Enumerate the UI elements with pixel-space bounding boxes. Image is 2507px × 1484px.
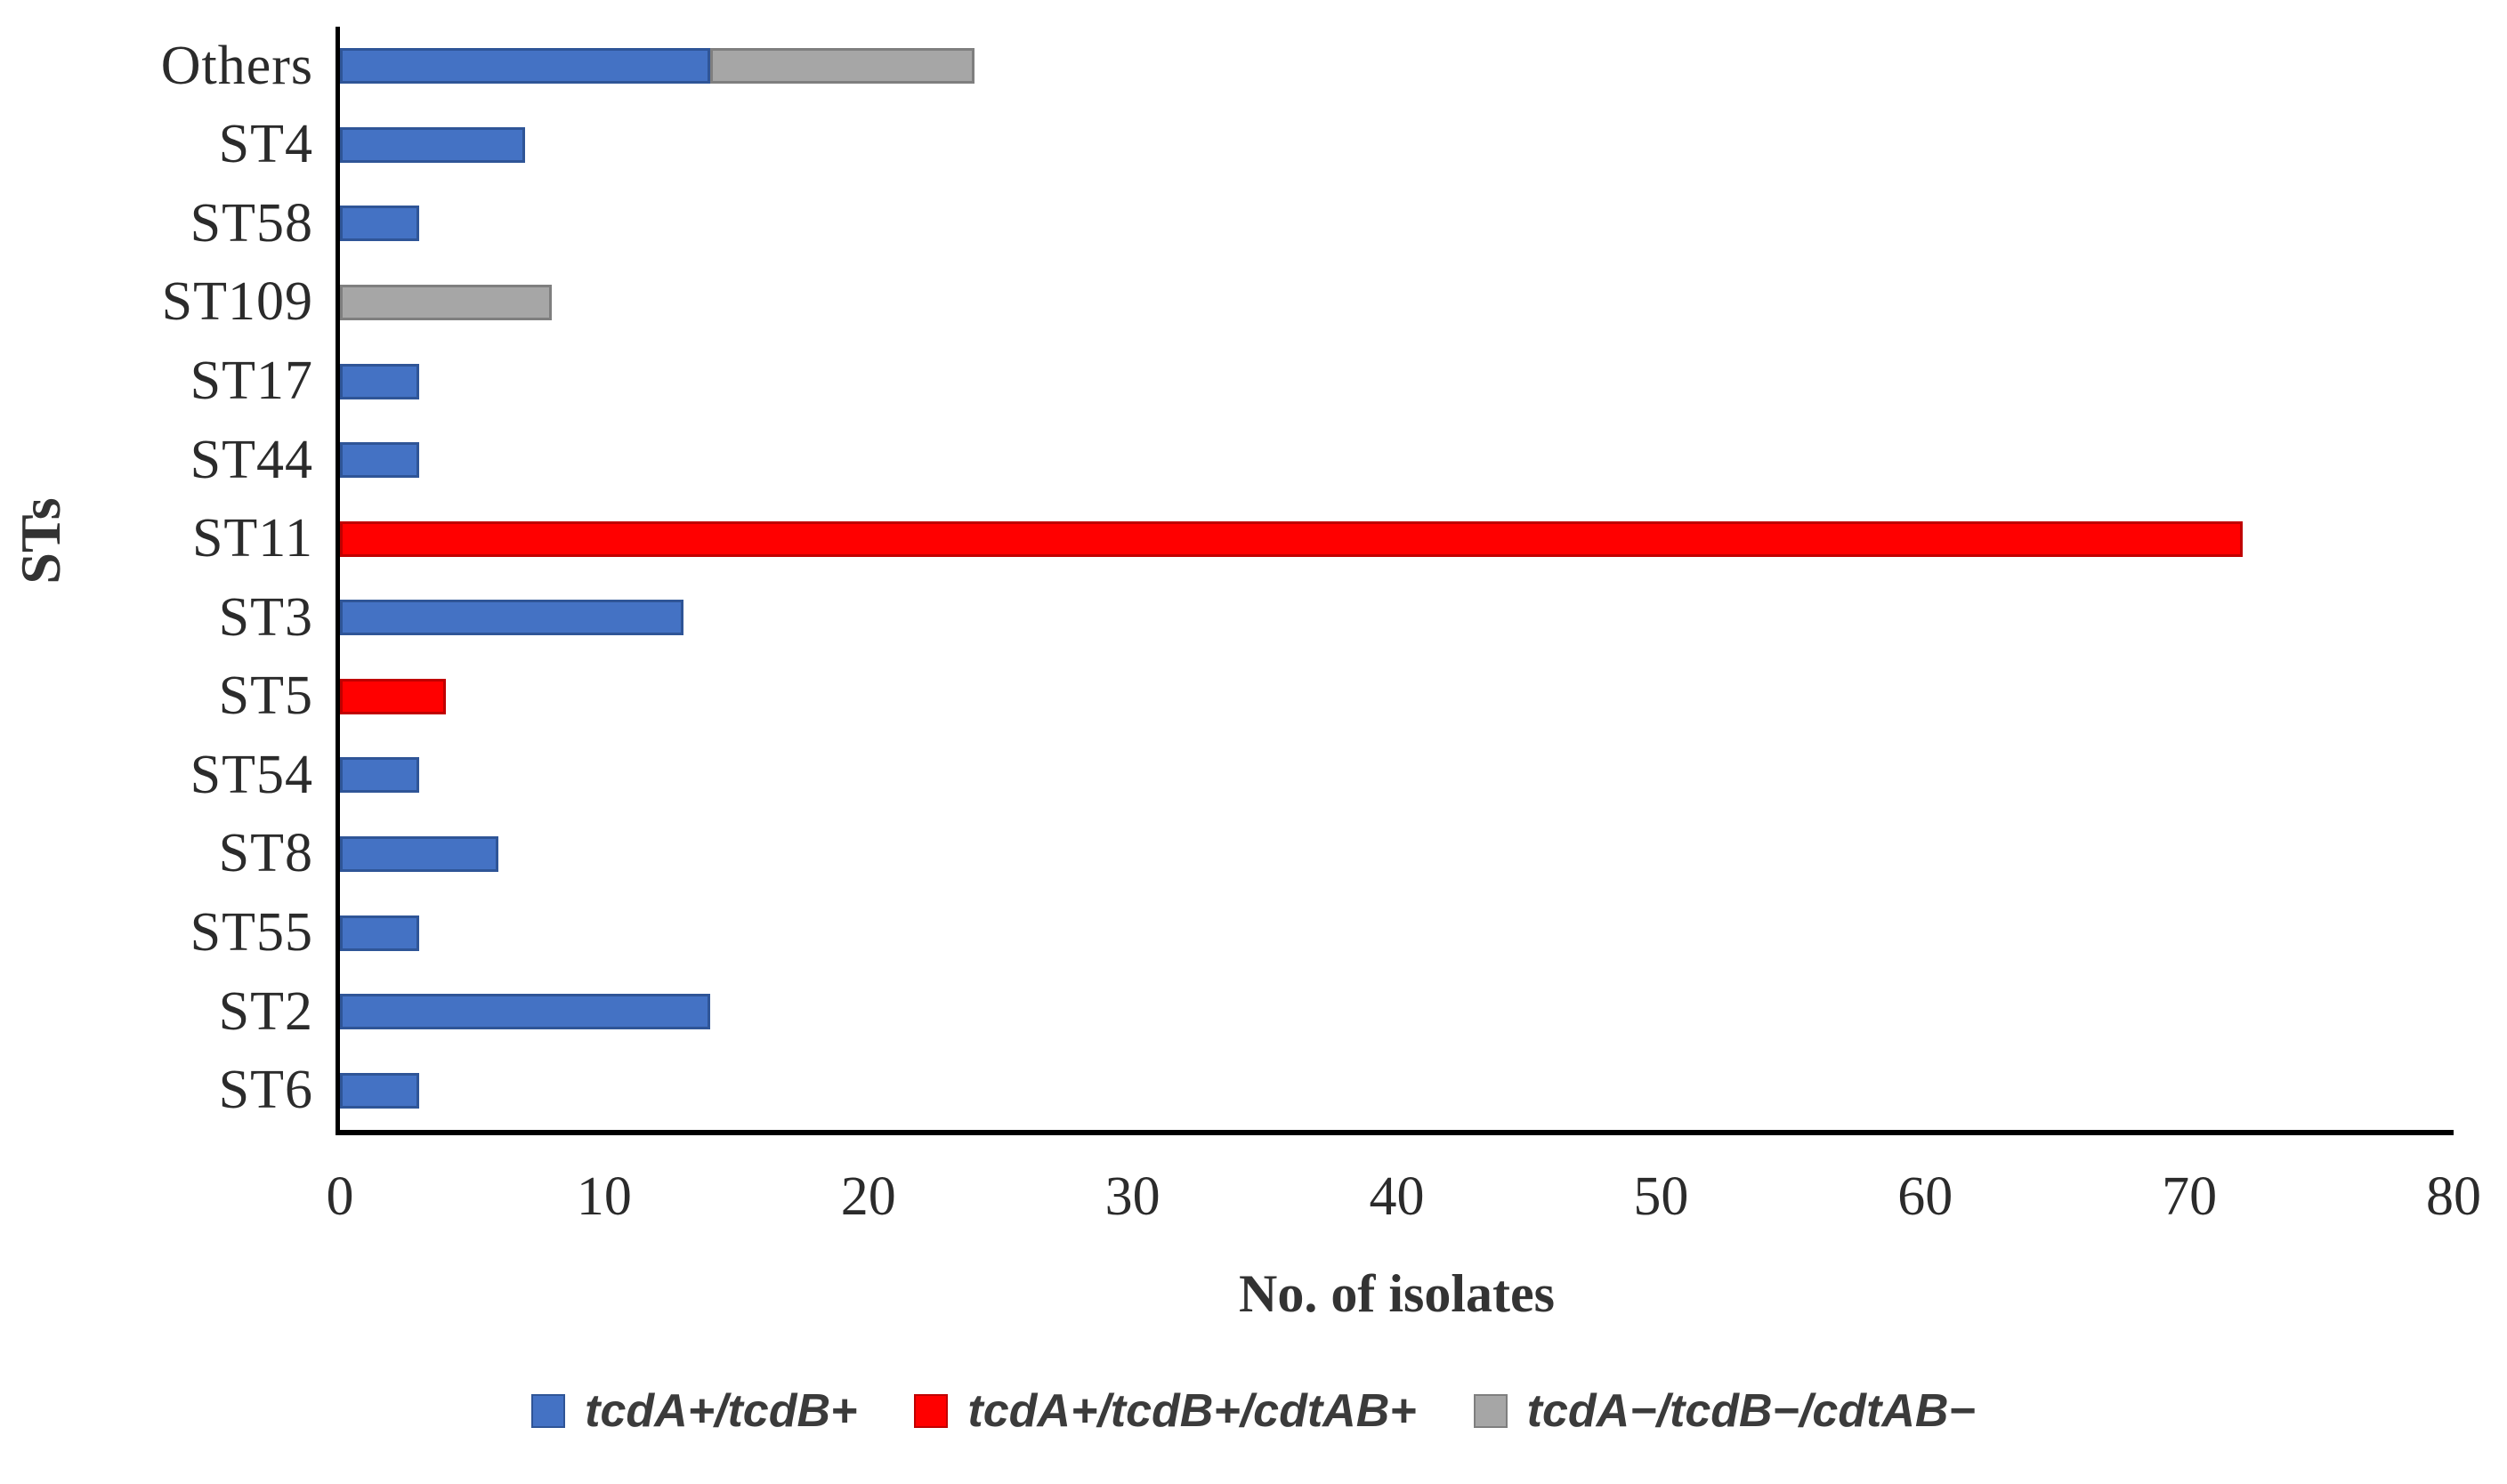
legend-label: tcdA+/tcdB+/cdtAB+ xyxy=(967,1385,1417,1437)
bar-row xyxy=(340,1051,2454,1130)
x-tick-label: 10 xyxy=(576,1166,632,1227)
x-axis-tick-labels: 0 10 20 30 40 50 60 70 80 xyxy=(0,1165,2507,1237)
category-label: ST8 xyxy=(218,823,313,884)
category-label: ST5 xyxy=(218,665,313,727)
x-tick-label: 80 xyxy=(2426,1166,2481,1227)
bar-row xyxy=(340,263,2454,343)
x-tick-label: 40 xyxy=(1369,1166,1425,1227)
bar-segment xyxy=(340,1072,420,1109)
category-label: ST54 xyxy=(190,744,313,805)
category-label: ST55 xyxy=(190,902,313,964)
bar-row xyxy=(340,657,2454,737)
category-label: ST3 xyxy=(218,586,313,648)
legend-label: tcdA−/tcdB−/cdtAB− xyxy=(1526,1385,1976,1437)
category-label: ST2 xyxy=(218,980,313,1042)
category-label: ST17 xyxy=(190,351,313,412)
bar-row xyxy=(340,972,2454,1052)
bar-row xyxy=(340,106,2454,185)
legend-item: tcdA+/tcdB+ xyxy=(531,1384,857,1438)
category-axis-labels: Others ST4 ST58 ST109 ST17 ST44 ST11 ST3 ST5 ST54… xyxy=(0,27,313,1130)
legend-item: tcdA−/tcdB−/cdtAB− xyxy=(1473,1384,1976,1438)
bar-segment xyxy=(340,442,420,479)
legend-swatch xyxy=(1473,1394,1508,1428)
legend-item: tcdA+/tcdB+/cdtAB+ xyxy=(914,1384,1417,1438)
bar-segment xyxy=(340,284,552,320)
x-tick-label: 60 xyxy=(1897,1166,1953,1227)
bar-segment xyxy=(340,600,683,636)
category-label: ST109 xyxy=(161,271,313,333)
x-tick-label: 20 xyxy=(840,1166,896,1227)
bar-row xyxy=(340,499,2454,578)
legend: tcdA+/tcdB+ tcdA+/tcdB+/cdtAB+ tcdA−/tcdB−… xyxy=(0,1384,2507,1438)
x-axis-title: No. of isolates xyxy=(1239,1264,1555,1323)
legend-label: tcdA+/tcdB+ xyxy=(585,1385,858,1437)
x-tick-label: 0 xyxy=(326,1166,354,1227)
bar-segment xyxy=(340,520,2243,557)
bar-row xyxy=(340,578,2454,657)
bar-row xyxy=(340,421,2454,500)
bar-segment xyxy=(340,757,420,794)
legend-swatch xyxy=(531,1394,566,1428)
bar-row xyxy=(340,893,2454,972)
bar-segment xyxy=(340,363,420,399)
bar-row xyxy=(340,342,2454,421)
bar-segment xyxy=(340,915,420,951)
bar-segment xyxy=(340,126,525,163)
x-tick-label: 30 xyxy=(1104,1166,1160,1227)
category-label: Others xyxy=(160,35,313,96)
x-tick-label: 50 xyxy=(1633,1166,1689,1227)
bar-row xyxy=(340,27,2454,106)
bar-segment xyxy=(340,678,446,714)
bar-row xyxy=(340,184,2454,263)
legend-swatch xyxy=(914,1394,949,1428)
bar-segment xyxy=(709,48,974,85)
bar-row xyxy=(340,815,2454,894)
category-label: ST44 xyxy=(190,429,313,490)
bar-segment xyxy=(340,835,499,872)
plot-area xyxy=(336,27,2454,1135)
bar-segment xyxy=(340,48,710,85)
category-label: ST58 xyxy=(190,192,313,254)
bar-row xyxy=(340,736,2454,815)
bar-segment xyxy=(340,994,710,1030)
category-label: ST6 xyxy=(218,1060,313,1121)
x-tick-label: 70 xyxy=(2162,1166,2218,1227)
category-label: ST4 xyxy=(218,114,313,175)
bar-segment xyxy=(340,206,420,242)
category-label: ST11 xyxy=(191,508,313,569)
